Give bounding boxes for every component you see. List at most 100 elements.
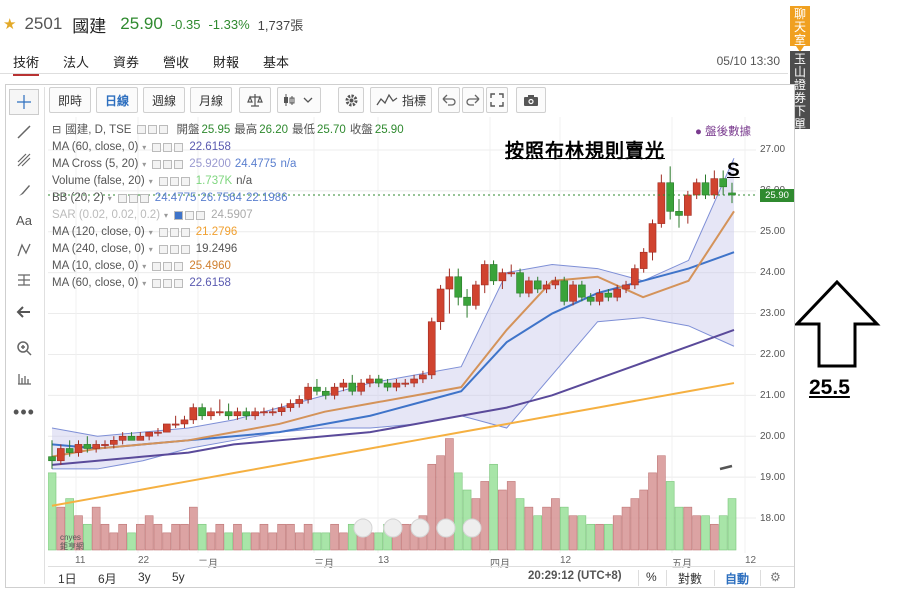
volume-bar — [127, 532, 136, 551]
pattern-icon[interactable] — [9, 237, 39, 263]
candle-style-button[interactable] — [277, 87, 321, 113]
indicator-control-icon[interactable] — [152, 262, 162, 271]
collapse-icon[interactable]: ⊟ — [52, 124, 62, 136]
ruler-icon[interactable] — [9, 365, 39, 391]
price-chart[interactable] — [48, 117, 794, 565]
trendline-icon[interactable] — [9, 119, 39, 145]
dropdown-caret-icon[interactable]: ▾ — [142, 160, 147, 169]
indicator-name[interactable]: SAR (0.02, 0.02, 0.2) — [52, 209, 161, 221]
indicator-control-icon[interactable] — [174, 262, 184, 271]
fullscreen-icon[interactable] — [486, 87, 508, 113]
auto-toggle[interactable]: 自動 — [725, 572, 750, 586]
indicator-name[interactable]: MA (60, close, 0) — [52, 141, 139, 153]
arrow-left-icon[interactable] — [9, 299, 39, 325]
tab-technical[interactable]: 技術 — [13, 52, 40, 76]
indicator-control-icon[interactable] — [163, 262, 173, 271]
weekly-button[interactable]: 週線 — [143, 87, 185, 113]
broker-order-button[interactable]: 玉山證券下單 — [790, 51, 810, 131]
tab-basic[interactable]: 基本 — [263, 55, 290, 70]
indicator-name[interactable]: BB (20, 2) — [52, 192, 104, 204]
indicator-control-icon[interactable] — [152, 160, 162, 169]
dropdown-caret-icon[interactable]: ▾ — [148, 177, 153, 186]
monthly-button[interactable]: 月線 — [190, 87, 232, 113]
fibonacci-icon[interactable] — [9, 147, 39, 173]
chart-settings-icon[interactable]: ⚙ — [770, 570, 781, 584]
tab-margin[interactable]: 資券 — [113, 55, 140, 70]
candle-body — [110, 440, 118, 445]
open-value: 25.95 — [201, 124, 231, 136]
indicator-control-icon[interactable] — [163, 160, 173, 169]
zoom-icon[interactable] — [9, 335, 39, 361]
dropdown-caret-icon[interactable]: ▾ — [142, 262, 147, 271]
compare-icon[interactable] — [239, 87, 271, 113]
star-icon[interactable]: ★ — [3, 16, 17, 33]
crosshair-icon[interactable] — [9, 89, 39, 115]
indicator-name[interactable]: MA Cross (5, 20) — [52, 158, 139, 170]
indicator-control-icon[interactable] — [169, 177, 179, 186]
volume-bar — [427, 463, 437, 551]
range-6m[interactable]: 6月 — [98, 572, 117, 586]
ma-line — [51, 328, 735, 466]
indicator-name[interactable]: MA (120, close, 0) — [52, 226, 145, 238]
indicator-control-icon[interactable] — [185, 211, 195, 220]
indicator-control-icon[interactable] — [180, 228, 190, 237]
indicator-control-icon[interactable] — [163, 279, 173, 288]
indicator-name[interactable]: MA (60, close, 0) — [52, 277, 139, 289]
tab-institutional[interactable]: 法人 — [63, 55, 90, 70]
dropdown-caret-icon[interactable]: ▾ — [164, 211, 169, 220]
dropdown-caret-icon[interactable]: ▾ — [142, 143, 147, 152]
post-market-data-link[interactable]: ● 盤後數據 — [695, 126, 752, 138]
indicator-control-icon[interactable] — [174, 279, 184, 288]
volume-bar — [533, 515, 543, 551]
percent-toggle[interactable]: % — [646, 570, 657, 584]
tab-financials[interactable]: 財報 — [213, 55, 240, 70]
redo-icon[interactable] — [462, 87, 484, 113]
indicator-control-icon[interactable] — [158, 177, 168, 186]
indicator-control-icon[interactable] — [117, 194, 127, 203]
range-3y[interactable]: 3y — [138, 570, 151, 584]
range-1d[interactable]: 1日 — [58, 572, 77, 586]
intraday-button[interactable]: 即時 — [49, 87, 91, 113]
dropdown-caret-icon[interactable]: ▾ — [148, 245, 153, 254]
dropdown-caret-icon[interactable]: ▾ — [148, 228, 153, 237]
undo-icon[interactable] — [438, 87, 460, 113]
dropdown-caret-icon[interactable]: ▾ — [142, 279, 147, 288]
measure-icon[interactable] — [9, 267, 39, 293]
indicator-name[interactable]: Volume (false, 20) — [52, 175, 145, 187]
indicator-control-icon[interactable] — [158, 228, 168, 237]
indicator-control-icon[interactable] — [180, 177, 190, 186]
range-5y[interactable]: 5y — [172, 570, 185, 584]
indicator-control-icon[interactable] — [174, 143, 184, 152]
indicator-value: n/a — [236, 175, 253, 187]
indicator-line: MA (240, close, 0) ▾ 19.2496 — [52, 241, 404, 258]
indicator-name[interactable]: MA (240, close, 0) — [52, 243, 145, 255]
log-toggle[interactable]: 對數 — [678, 572, 703, 586]
indicator-control-icon[interactable] — [139, 194, 149, 203]
indicator-control-icon[interactable] — [174, 160, 184, 169]
indicator-control-icon[interactable] — [163, 143, 173, 152]
chat-room-button[interactable]: 聊天室 — [790, 6, 810, 52]
indicator-control-icon[interactable] — [196, 211, 206, 220]
indicator-control-icon[interactable] — [169, 228, 179, 237]
indicator-name[interactable]: MA (10, close, 0) — [52, 260, 139, 272]
indicator-control-icon[interactable] — [180, 245, 190, 254]
indicator-control-icon[interactable] — [158, 245, 168, 254]
volume-bar — [224, 532, 233, 551]
indicator-control-icon[interactable] — [169, 245, 179, 254]
more-tools-icon[interactable]: ••• — [13, 401, 35, 422]
dropdown-caret-icon[interactable]: ▾ — [107, 194, 112, 203]
tab-revenue[interactable]: 營收 — [163, 55, 190, 70]
indicator-control-icon[interactable] — [128, 194, 138, 203]
volume-bar — [241, 532, 251, 551]
indicator-control-icon[interactable] — [174, 211, 184, 220]
indicator-control-icon[interactable] — [152, 143, 162, 152]
camera-icon[interactable] — [516, 87, 546, 113]
candle-body — [719, 178, 727, 188]
volume-bar — [568, 515, 578, 551]
indicators-button[interactable]: 指標 — [370, 87, 432, 113]
settings-gear-icon[interactable] — [338, 87, 364, 113]
daily-button[interactable]: 日線 — [96, 87, 138, 113]
text-tool-icon[interactable]: Aa — [16, 212, 32, 228]
brush-icon[interactable] — [9, 177, 39, 203]
indicator-control-icon[interactable] — [152, 279, 162, 288]
